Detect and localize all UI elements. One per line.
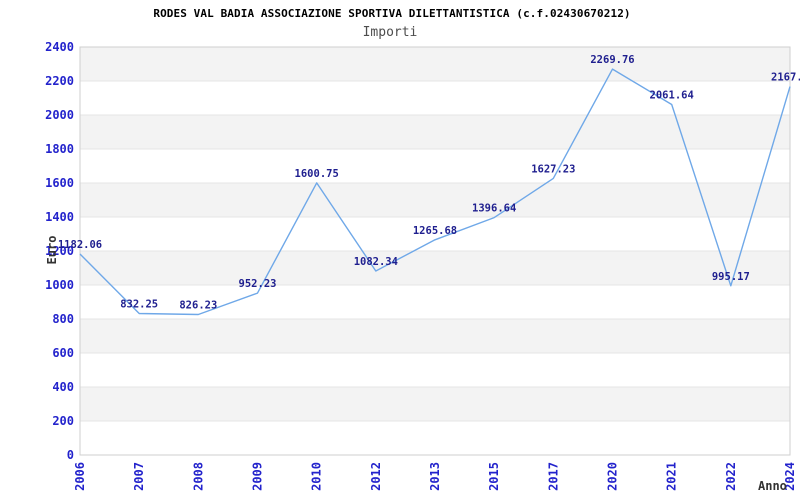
y-tick-label: 2400 (45, 40, 74, 54)
point-value-label: 1600.75 (295, 168, 339, 180)
y-tick-label: 800 (52, 312, 74, 326)
plot-border (79, 46, 791, 456)
y-tick-label: 2200 (45, 74, 74, 88)
x-axis-title: Anno (758, 479, 787, 493)
y-tick-label: 600 (52, 346, 74, 360)
point-value-label: 2061.64 (650, 90, 694, 102)
point-value-label: 952.23 (239, 278, 277, 290)
plot-band (80, 183, 790, 217)
plot-band (80, 47, 790, 81)
x-tick-label: 2021 (665, 462, 679, 491)
y-tick-label: 1800 (45, 142, 74, 156)
point-value-label: 826.23 (179, 300, 217, 312)
y-tick-label: 1400 (45, 210, 74, 224)
point-value-label: 1082.34 (354, 256, 398, 268)
y-axis-title: Euro (45, 235, 59, 265)
x-tick-label: 2012 (369, 462, 383, 491)
point-value-label: 1265.68 (413, 225, 457, 237)
y-tick-label: 1000 (45, 278, 74, 292)
y-tick-label: 1600 (45, 176, 74, 190)
point-value-label: 2167.2 (771, 72, 800, 84)
y-tick-label: 1200 (45, 244, 74, 258)
x-tick-label: 2010 (310, 462, 324, 491)
data-line (79, 68, 791, 316)
plot-band (80, 251, 790, 285)
chart-title: RODES VAL BADIA ASSOCIAZIONE SPORTIVA DI… (153, 7, 631, 20)
x-tick-label: 2006 (73, 462, 87, 491)
point-value-label: 995.17 (712, 271, 750, 283)
y-tick-label: 400 (52, 380, 74, 394)
point-value-label: 2269.76 (590, 54, 634, 66)
x-tick-label: 2007 (132, 462, 146, 491)
x-tick-label: 2020 (606, 462, 620, 491)
x-tick-label: 2024 (783, 462, 797, 491)
plot-band (80, 115, 790, 149)
x-tick-label: 2015 (487, 462, 501, 491)
point-value-label: 1182.06 (58, 239, 102, 251)
y-tick-label: 2000 (45, 108, 74, 122)
y-tick-label: 200 (52, 414, 74, 428)
plot-band (80, 319, 790, 353)
point-value-label: 1627.23 (531, 163, 575, 175)
x-tick-label: 2008 (191, 462, 205, 491)
plot-band (80, 387, 790, 421)
y-tick-label: 0 (67, 448, 74, 462)
x-tick-label: 2017 (546, 462, 560, 491)
point-value-label: 832.25 (120, 299, 158, 311)
chart-subtitle: Importi (362, 25, 418, 40)
point-value-label: 1396.64 (472, 203, 516, 215)
x-tick-label: 2013 (428, 462, 442, 491)
x-tick-label: 2022 (724, 462, 738, 491)
x-tick-label: 2009 (251, 462, 265, 491)
